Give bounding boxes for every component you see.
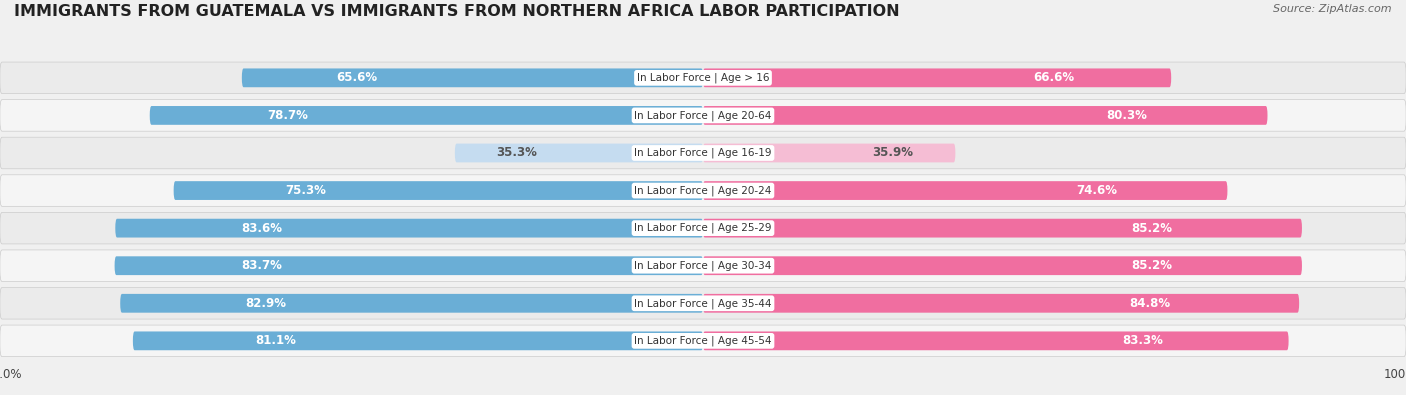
- Text: In Labor Force | Age 16-19: In Labor Force | Age 16-19: [634, 148, 772, 158]
- FancyBboxPatch shape: [149, 106, 703, 125]
- Text: In Labor Force | Age 30-34: In Labor Force | Age 30-34: [634, 260, 772, 271]
- Text: 66.6%: 66.6%: [1033, 71, 1074, 85]
- Text: IMMIGRANTS FROM GUATEMALA VS IMMIGRANTS FROM NORTHERN AFRICA LABOR PARTICIPATION: IMMIGRANTS FROM GUATEMALA VS IMMIGRANTS …: [14, 4, 900, 19]
- Text: In Labor Force | Age 25-29: In Labor Force | Age 25-29: [634, 223, 772, 233]
- FancyBboxPatch shape: [134, 331, 703, 350]
- Text: 83.3%: 83.3%: [1122, 334, 1163, 347]
- Text: In Labor Force | Age > 16: In Labor Force | Age > 16: [637, 73, 769, 83]
- Text: 35.3%: 35.3%: [496, 147, 537, 160]
- FancyBboxPatch shape: [703, 181, 1227, 200]
- FancyBboxPatch shape: [242, 68, 703, 87]
- Text: 83.7%: 83.7%: [242, 259, 283, 272]
- FancyBboxPatch shape: [0, 137, 1406, 169]
- Text: In Labor Force | Age 20-64: In Labor Force | Age 20-64: [634, 110, 772, 120]
- FancyBboxPatch shape: [173, 181, 703, 200]
- FancyBboxPatch shape: [703, 219, 1302, 237]
- FancyBboxPatch shape: [703, 68, 1171, 87]
- Text: Source: ZipAtlas.com: Source: ZipAtlas.com: [1274, 4, 1392, 14]
- FancyBboxPatch shape: [703, 144, 956, 162]
- Text: 65.6%: 65.6%: [336, 71, 378, 85]
- FancyBboxPatch shape: [703, 294, 1299, 313]
- FancyBboxPatch shape: [0, 325, 1406, 357]
- Text: 83.6%: 83.6%: [242, 222, 283, 235]
- FancyBboxPatch shape: [0, 62, 1406, 94]
- Text: 85.2%: 85.2%: [1132, 222, 1173, 235]
- Text: 85.2%: 85.2%: [1132, 259, 1173, 272]
- FancyBboxPatch shape: [0, 250, 1406, 282]
- FancyBboxPatch shape: [456, 144, 703, 162]
- FancyBboxPatch shape: [0, 213, 1406, 244]
- FancyBboxPatch shape: [703, 106, 1268, 125]
- Text: 78.7%: 78.7%: [267, 109, 308, 122]
- FancyBboxPatch shape: [120, 294, 703, 313]
- Text: 80.3%: 80.3%: [1107, 109, 1147, 122]
- Text: 75.3%: 75.3%: [285, 184, 326, 197]
- FancyBboxPatch shape: [0, 175, 1406, 206]
- Text: In Labor Force | Age 35-44: In Labor Force | Age 35-44: [634, 298, 772, 308]
- FancyBboxPatch shape: [703, 256, 1302, 275]
- Text: 35.9%: 35.9%: [872, 147, 912, 160]
- Text: In Labor Force | Age 45-54: In Labor Force | Age 45-54: [634, 336, 772, 346]
- FancyBboxPatch shape: [114, 256, 703, 275]
- Text: 84.8%: 84.8%: [1129, 297, 1171, 310]
- FancyBboxPatch shape: [115, 219, 703, 237]
- FancyBboxPatch shape: [0, 288, 1406, 319]
- Text: 81.1%: 81.1%: [254, 334, 295, 347]
- Text: 82.9%: 82.9%: [246, 297, 287, 310]
- FancyBboxPatch shape: [0, 100, 1406, 131]
- FancyBboxPatch shape: [703, 331, 1289, 350]
- Text: 74.6%: 74.6%: [1076, 184, 1116, 197]
- Text: In Labor Force | Age 20-24: In Labor Force | Age 20-24: [634, 185, 772, 196]
